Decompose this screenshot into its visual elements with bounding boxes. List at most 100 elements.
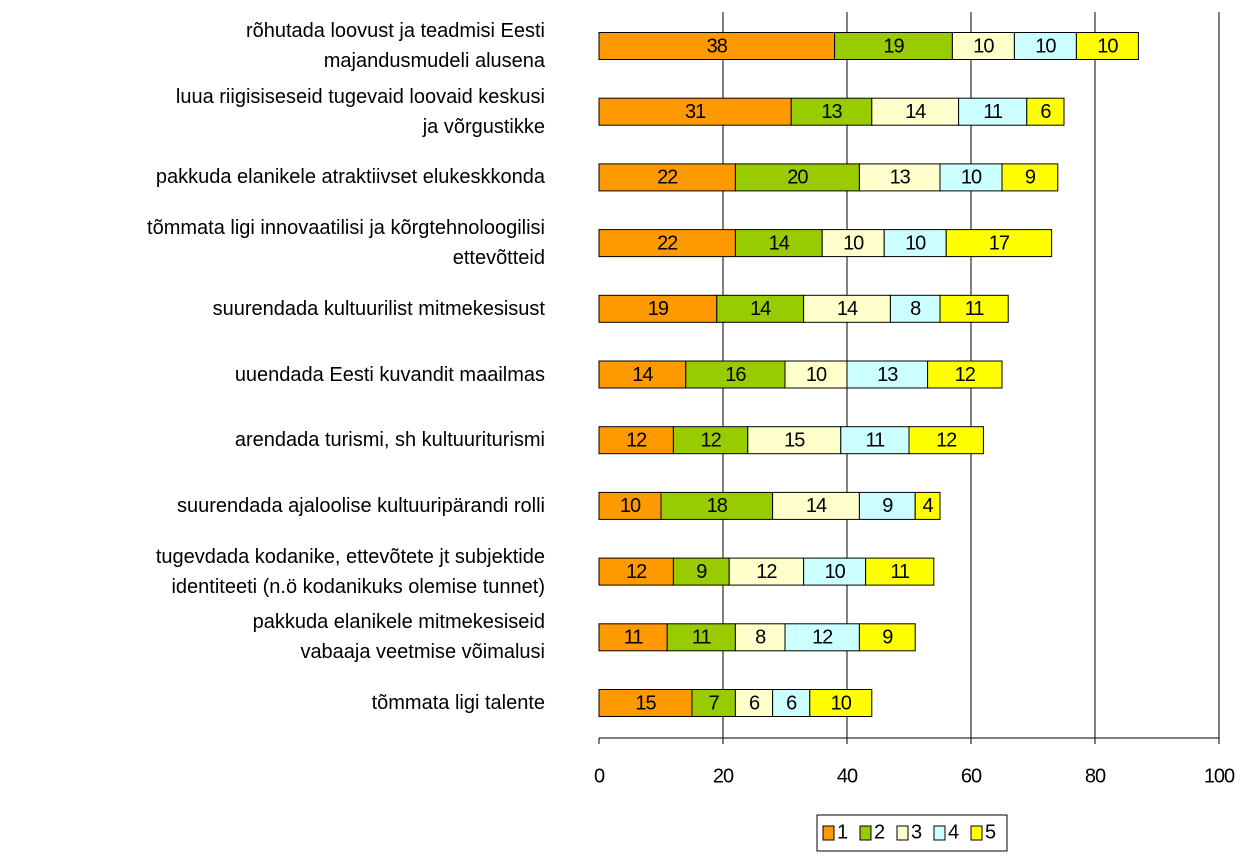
bar-segment [871,97,960,126]
bar-segment [598,294,718,323]
bar-segment [784,623,860,652]
bar-segment [672,426,749,455]
data-label: 17 [989,232,1010,254]
bar-segment [908,426,984,455]
data-label: 14 [837,298,858,320]
category-label: suurendada kultuurilist mitmekesisust [212,297,545,320]
bar-segment [598,491,662,520]
data-label: 6 [786,692,797,714]
x-tick-label: 60 [961,765,982,787]
data-label: 8 [910,298,921,320]
bar-segment [1026,97,1065,126]
bar-segment [846,360,929,389]
bar-segment [672,557,730,586]
data-label: 11 [890,561,910,583]
category-label: uuendada Eesti kuvandit maailmas [234,363,545,386]
data-label: 12 [626,429,647,451]
legend-swatch [896,825,909,841]
x-tick-label: 20 [713,765,734,787]
bar-segment [734,163,860,192]
data-label: 12 [936,429,957,451]
data-label: 10 [905,232,926,254]
bar-segment [598,229,736,258]
data-label: 10 [831,692,852,714]
bar-segment [598,32,836,60]
bar-segment [803,294,891,323]
data-label: 38 [707,35,728,57]
data-label: 10 [806,364,827,386]
data-label: 11 [692,627,712,649]
data-label: 11 [983,101,1003,123]
data-label: 10 [843,232,864,254]
bar-segment [790,97,873,126]
data-label: 8 [755,627,766,649]
data-label: 12 [700,429,721,451]
data-label: 12 [812,627,833,649]
data-label: 4 [923,495,934,517]
data-label: 13 [890,167,911,189]
bar-segment [858,491,916,520]
data-label: 14 [750,298,771,320]
category-label: pakkuda elanikele atraktiivset elukeskko… [155,166,545,189]
data-label: 9 [882,627,893,649]
bar-segment [598,557,674,586]
bar-segment [772,491,860,520]
bar-segment [927,360,1003,389]
data-label: 20 [787,167,808,189]
category-label: arendada turismi, sh kultuuriturismi [234,429,545,452]
data-label: 10 [973,35,994,57]
category-label: tugevdada kodanike, ettevõtete jt subjek… [155,545,545,598]
data-label: 15 [635,692,656,714]
category-label: tõmmata ligi innovaatilisi ja kõrgtehnol… [147,217,545,270]
data-label: 9 [882,495,893,517]
bar-segment [939,163,1003,192]
category-label: luua riigisiseseid tugevaid loovaid kesk… [175,85,545,138]
x-tick-label: 0 [594,765,605,787]
bar-segment [1013,32,1077,60]
category-label: tõmmata ligi talente [371,692,545,714]
category-label: rõhutada loovust ja teadmisi Eesti majan… [245,20,545,72]
bar-segment [803,557,867,586]
category-label: pakkuda elanikele mitmekesiseid vabaaja … [252,611,545,664]
bar-segment [945,229,1053,258]
data-label: 19 [648,298,669,320]
data-label: 12 [756,561,777,583]
data-label: 14 [905,101,926,123]
bar-segment [716,294,805,323]
data-label: 14 [806,495,827,517]
bar-segment [889,294,941,323]
data-label: 12 [626,561,647,583]
bar-segment [858,623,916,652]
data-label: 14 [769,232,790,254]
data-label: 10 [1097,35,1118,57]
legend-swatch [822,825,835,841]
bar-segment [914,491,941,520]
legend-label: 2 [874,821,885,843]
data-label: 19 [883,35,904,57]
bar-segment [834,32,953,60]
data-label: 10 [961,167,982,189]
bar-segment [747,426,842,455]
bar-segment [660,491,774,520]
bar-segment [821,229,885,258]
bar-segment [598,163,736,192]
data-label: 13 [877,364,898,386]
bar-segment [883,229,947,258]
bar-segment [1001,163,1059,192]
data-label: 6 [749,692,760,714]
bar-segment [858,163,941,192]
legend-swatch [933,825,946,841]
data-label: 12 [955,364,976,386]
bar-segment [958,97,1028,126]
x-tick-label: 40 [837,765,858,787]
data-label: 11 [965,298,985,320]
legend-label: 4 [948,821,959,843]
legend-swatch [970,825,983,841]
data-label: 14 [632,364,653,386]
category-label: suurendada ajaloolise kultuuripärandi ro… [176,494,545,517]
data-label: 18 [707,495,728,517]
data-label: 15 [784,429,805,451]
data-label: 22 [657,232,678,254]
data-label: 10 [1035,35,1056,57]
